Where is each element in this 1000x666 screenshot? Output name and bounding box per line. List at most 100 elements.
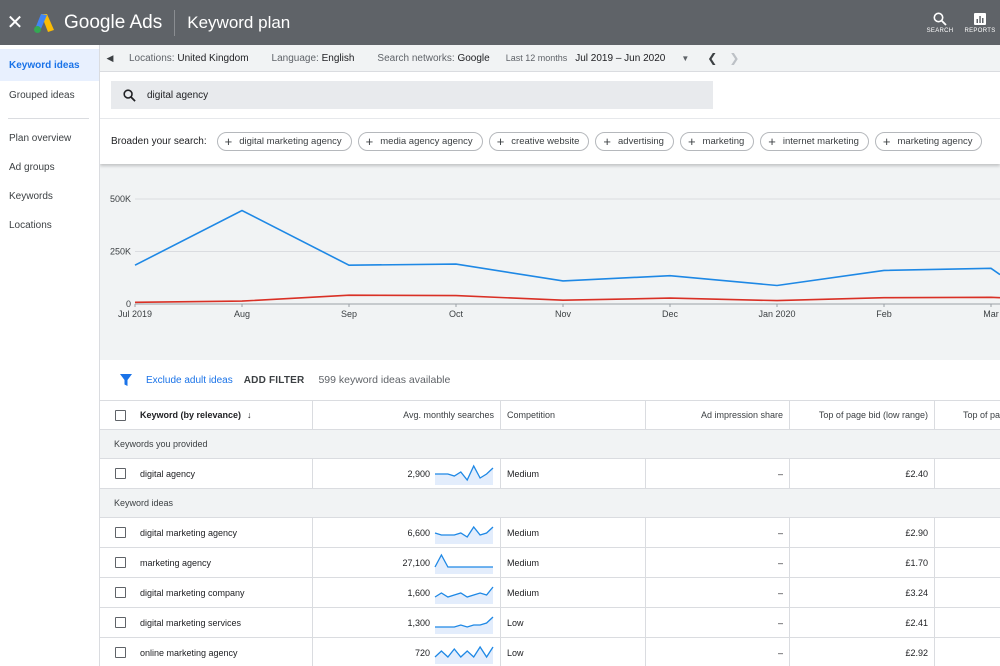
plus-icon: + <box>365 134 374 149</box>
language-label: Language: <box>271 52 319 64</box>
sparkline-area <box>435 465 493 485</box>
reports-button[interactable]: REPORTS <box>960 0 1000 45</box>
previous-period-icon[interactable]: ❮ <box>707 51 718 65</box>
page-title: Keyword plan <box>187 12 291 32</box>
bid-high-cell <box>935 578 1000 607</box>
bid-low-column-header[interactable]: Top of page bid (low range) <box>790 401 935 429</box>
sparkline-line <box>434 553 493 568</box>
add-filter-button[interactable]: ADD FILTER <box>243 374 305 386</box>
broaden-chip[interactable]: + digital marketing agency <box>216 132 352 151</box>
table-row[interactable]: online marketing agency 720 Low – £2.92 <box>100 638 1000 666</box>
chip-label: media agency agency <box>380 136 473 147</box>
broaden-chip[interactable]: + internet marketing <box>760 132 869 151</box>
avg-searches-value: 2,900 <box>407 468 430 479</box>
sidebar-item-keyword-ideas[interactable]: Keyword ideas <box>0 49 99 81</box>
bid-high-column-header[interactable]: Top of pa <box>963 410 1000 420</box>
sidebar-item-plan-overview[interactable]: Plan overview <box>9 133 72 144</box>
bid-high-cell <box>935 608 1000 637</box>
x-tick-label: Feb <box>876 309 892 319</box>
keyword-cell: digital agency <box>140 459 313 488</box>
keyword-search-input[interactable]: digital agency <box>111 81 713 109</box>
networks-filter[interactable]: Search networks: Google <box>377 53 489 64</box>
x-tick-label: Mar <box>983 309 999 319</box>
bid-low-cell: £2.40 <box>790 459 935 488</box>
avg-searches-cell: 27,100 <box>313 548 501 577</box>
row-checkbox[interactable] <box>114 557 126 568</box>
x-tick-label: Nov <box>555 309 572 319</box>
broaden-chip[interactable]: + marketing agency <box>874 132 983 151</box>
sparkline-area <box>435 646 493 664</box>
group-keyword-ideas: Keyword ideas <box>100 489 1000 518</box>
date-range-dropdown-icon[interactable]: ▼ <box>681 53 690 63</box>
row-checkbox[interactable] <box>114 587 126 598</box>
table-row[interactable]: digital marketing company 1,600 Medium – £3.… <box>100 578 1000 608</box>
avg-searches-cell: 1,300 <box>313 608 501 637</box>
broaden-chip[interactable]: + advertising <box>595 132 674 151</box>
competition-cell: Medium <box>501 459 646 488</box>
table-toolbar: Exclude adult ideas ADD FILTER 599 keywo… <box>100 360 1000 400</box>
sparkline-line <box>435 464 494 481</box>
sidebar-item-ad-groups[interactable]: Ad groups <box>9 162 55 173</box>
bid-low-cell: £2.90 <box>790 518 935 547</box>
keyword-cell: digital marketing services <box>140 608 313 637</box>
group-keywords-provided: Keywords you provided <box>100 430 1000 459</box>
sidebar-item-keywords[interactable]: Keywords <box>9 191 53 202</box>
x-tick-label: Aug <box>234 309 250 319</box>
table-row[interactable]: digital marketing services 1,300 Low – £2.41 <box>100 608 1000 638</box>
table-row[interactable]: digital agency 2,900 Medium – £2.40 <box>100 459 1000 489</box>
keyword-text: digital marketing company <box>140 587 245 598</box>
impression-share-column-header[interactable]: Ad impression share <box>646 401 790 429</box>
next-period-icon[interactable]: ❯ <box>729 51 740 65</box>
row-checkbox[interactable] <box>114 527 126 538</box>
sparkline-line <box>434 645 494 658</box>
table-row[interactable]: marketing agency 27,100 Medium – £1.70 <box>100 548 1000 578</box>
keyword-text: digital agency <box>140 468 196 479</box>
keyword-column-header[interactable]: Keyword (by relevance) ↓ <box>140 401 313 429</box>
competition-cell: Low <box>501 638 646 666</box>
bid-high-cell <box>935 548 1000 577</box>
keyword-cell: digital marketing agency <box>140 518 313 547</box>
row-checkbox-cell <box>100 459 140 488</box>
avg-searches-value: 1,600 <box>407 587 430 598</box>
row-checkbox[interactable] <box>114 617 126 628</box>
impression-share-cell: – <box>646 578 790 607</box>
broaden-chip[interactable]: + creative website <box>488 132 590 151</box>
language-filter[interactable]: Language: English <box>272 53 355 64</box>
row-checkbox-cell <box>100 638 140 666</box>
sort-arrow-down-icon: ↓ <box>247 410 252 420</box>
series-line <box>134 209 1000 287</box>
chip-label: advertising <box>618 136 664 147</box>
broaden-chip[interactable]: + marketing <box>679 132 755 151</box>
plus-icon: + <box>687 134 696 149</box>
filter-icon[interactable] <box>120 373 132 387</box>
search-button[interactable]: SEARCH <box>920 0 960 45</box>
bid-high-cell <box>935 518 1000 547</box>
x-tick-label: Oct <box>449 309 464 319</box>
row-checkbox[interactable] <box>114 647 126 658</box>
impression-share-cell: – <box>646 608 790 637</box>
table-row[interactable]: digital marketing agency 6,600 Medium – £2.9… <box>100 518 1000 548</box>
plus-icon: + <box>882 134 891 149</box>
trend-sparkline <box>435 616 494 634</box>
competition-column-header[interactable]: Competition <box>501 401 646 429</box>
keyword-text: digital marketing services <box>140 617 242 628</box>
broaden-chip[interactable]: + media agency agency <box>357 132 483 151</box>
avg-searches-column-header[interactable]: Avg. monthly searches <box>313 401 501 429</box>
exclude-adult-ideas-filter[interactable]: Exclude adult ideas <box>146 374 233 386</box>
x-tick-label: Sep <box>341 309 357 319</box>
close-icon[interactable]: ✕ <box>6 12 24 34</box>
row-checkbox-cell <box>100 578 140 607</box>
locations-filter[interactable]: Locations: United Kingdom <box>129 53 249 64</box>
sidebar-item-locations[interactable]: Locations <box>9 220 52 231</box>
row-checkbox[interactable] <box>114 468 126 479</box>
impression-share-cell: – <box>646 459 790 488</box>
competition-cell: Medium <box>501 548 646 577</box>
select-all-cell <box>100 401 140 429</box>
x-tick-label: Dec <box>662 309 679 319</box>
keyword-text: digital marketing agency <box>140 527 238 538</box>
select-all-checkbox[interactable] <box>114 409 126 421</box>
collapse-sidebar-icon[interactable]: ◀ <box>106 52 114 63</box>
date-range-selector[interactable]: Jul 2019 – Jun 2020 <box>575 52 666 64</box>
sidebar-item-grouped-ideas[interactable]: Grouped ideas <box>9 90 75 101</box>
